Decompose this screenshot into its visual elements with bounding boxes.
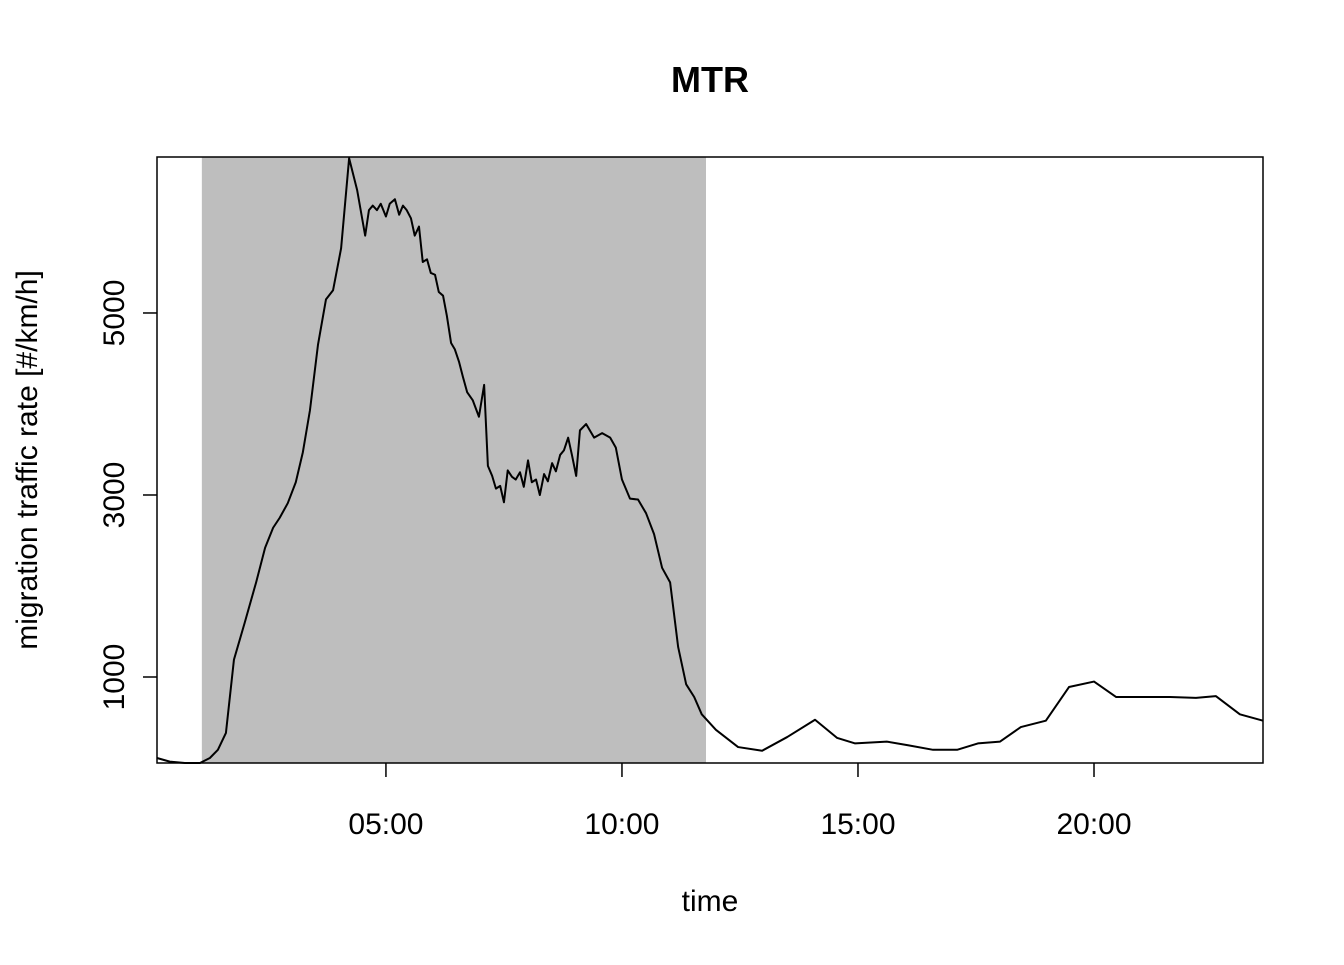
x-axis-label: time (682, 885, 739, 918)
data-line (156, 157, 1264, 764)
y-tick-label: 3000 (98, 462, 131, 529)
y-tick-label: 5000 (98, 280, 131, 347)
plot-frame (156, 156, 1264, 764)
highlight-band (201, 157, 706, 763)
x-tick-label: 15:00 (820, 808, 895, 841)
x-tick-label: 10:00 (584, 808, 659, 841)
y-axis-label: migration traffic rate [#/km/h] (11, 270, 44, 650)
y-tick-label: 1000 (98, 644, 131, 711)
x-tick-label: 20:00 (1056, 808, 1131, 841)
x-tick-label: 05:00 (348, 808, 423, 841)
chart-title: MTR (671, 59, 749, 100)
